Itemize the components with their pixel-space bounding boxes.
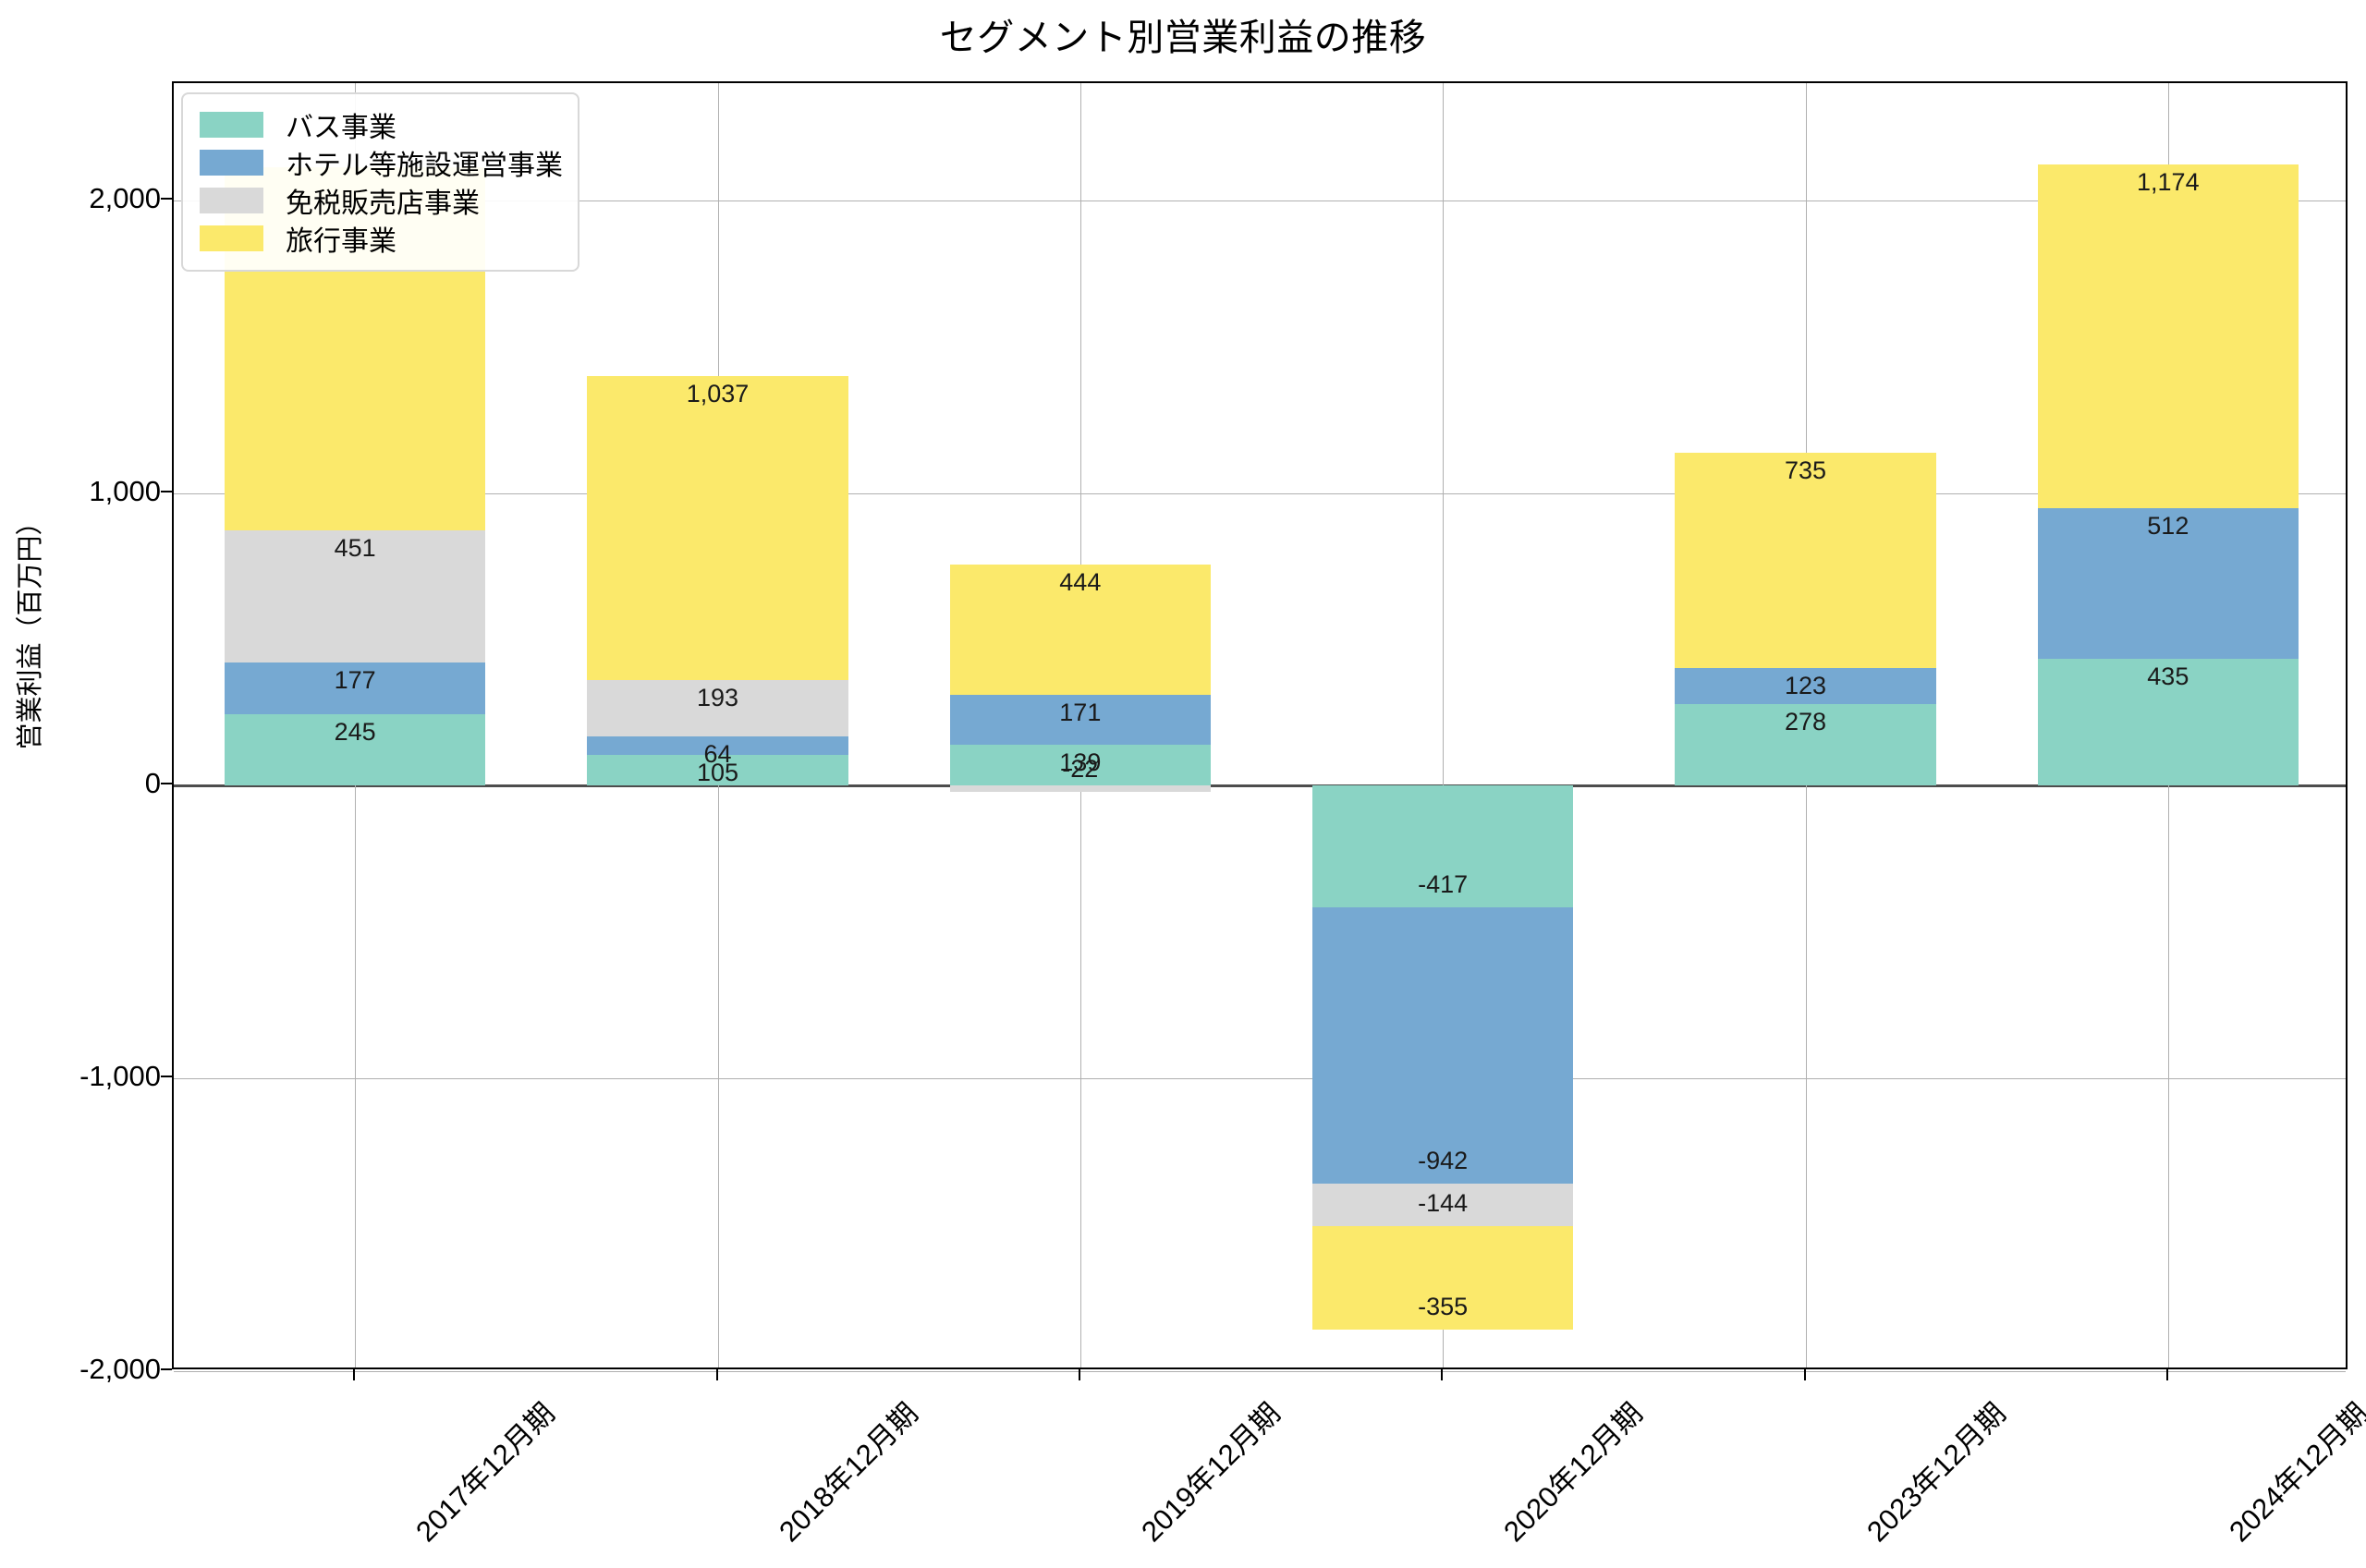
- zero-baseline: [174, 784, 2346, 788]
- legend-item[interactable]: 免税販売店事業: [200, 181, 565, 219]
- bar-segment[interactable]: [587, 376, 848, 680]
- bar-segment[interactable]: [587, 679, 848, 736]
- x-tick-mark: [353, 1369, 356, 1380]
- y-tick-label: 1,000: [89, 474, 161, 507]
- bar-segment[interactable]: [224, 662, 486, 714]
- plot-area: 245 177 451 105 64 193 1,037 139 171 -22 444 -417 -9…: [172, 81, 2348, 1372]
- bar-group[interactable]: 139 171 -22 444: [949, 83, 1212, 1367]
- bar-segment[interactable]: [1675, 668, 1936, 705]
- legend-item[interactable]: 旅行事業: [200, 219, 565, 257]
- bar-segment[interactable]: [1675, 453, 1936, 669]
- bar-group[interactable]: 435 512 1,174: [2037, 83, 2299, 1367]
- bar-segment[interactable]: [949, 745, 1212, 786]
- bar-segment[interactable]: [1311, 907, 1574, 1184]
- bar-segment[interactable]: [587, 735, 848, 756]
- legend-swatch: [200, 149, 263, 176]
- bar-segment[interactable]: [949, 785, 1212, 793]
- legend-swatch: [200, 225, 263, 251]
- x-tick-label: 2024年12月期: [2223, 1396, 2366, 1549]
- x-tick-label: 2020年12月期: [1497, 1396, 1650, 1549]
- x-tick-label: 2023年12月期: [1860, 1396, 2012, 1549]
- chart-legend: バス事業ホテル等施設運営事業 免税販売店事業 旅行事業: [181, 92, 579, 272]
- legend-item[interactable]: バス事業: [200, 105, 565, 143]
- bar-segment[interactable]: [1311, 785, 1574, 908]
- bar-segment[interactable]: [224, 713, 486, 786]
- y-tick-mark: [161, 1076, 172, 1078]
- y-tick-label: -1,000: [79, 1060, 161, 1093]
- y-tick-label: -2,000: [79, 1353, 161, 1385]
- legend-label: 免税販売店事業: [286, 188, 480, 219]
- bar-segment[interactable]: [224, 529, 486, 662]
- bar-segment[interactable]: [2037, 508, 2299, 659]
- bar-group[interactable]: 278 123 735: [1675, 83, 1936, 1367]
- y-tick-mark: [161, 783, 172, 785]
- bar-segment[interactable]: [2037, 658, 2299, 786]
- gridline-horizontal: [174, 1078, 2346, 1080]
- y-tick-label: 0: [144, 767, 161, 800]
- legend-item[interactable]: ホテル等施設運営事業: [200, 143, 565, 181]
- y-tick-mark: [161, 490, 172, 492]
- bar-group[interactable]: 105 64 193 1,037: [587, 83, 848, 1367]
- x-tick-mark: [715, 1369, 718, 1380]
- bar-group[interactable]: 245 177 451: [224, 83, 486, 1367]
- gridline-horizontal: [174, 1371, 2346, 1372]
- bar-segment[interactable]: [1311, 1183, 1574, 1226]
- legend-label: ホテル等施設運営事業: [286, 150, 563, 181]
- legend-label: 旅行事業: [286, 225, 396, 257]
- gridline-vertical: [1443, 83, 1445, 1367]
- legend-label: バス事業: [286, 112, 396, 143]
- x-tick-label: 2019年12月期: [1135, 1396, 1287, 1549]
- y-tick-mark: [161, 197, 172, 200]
- x-tick-mark: [1803, 1369, 1806, 1380]
- legend-swatch: [200, 111, 263, 138]
- bar-segment[interactable]: [1311, 1225, 1574, 1330]
- legend-swatch: [200, 187, 263, 213]
- x-tick-label: 2017年12月期: [409, 1396, 562, 1549]
- bar-segment[interactable]: [2037, 164, 2299, 509]
- x-tick-label: 2018年12月期: [772, 1396, 924, 1549]
- y-axis-label: 営業利益（百万円）: [16, 508, 45, 750]
- x-tick-mark: [2165, 1369, 2168, 1380]
- x-tick-mark: [1441, 1369, 1444, 1380]
- bar-segment[interactable]: [587, 755, 848, 786]
- bar-segment[interactable]: [949, 695, 1212, 746]
- gridline-horizontal: [174, 492, 2346, 494]
- bar-group[interactable]: -417 -942 -144 -355: [1311, 83, 1574, 1367]
- chart-title: セグメント別営業利益の推移: [939, 18, 1427, 58]
- y-tick-mark: [161, 1368, 172, 1370]
- bar-segment[interactable]: [1675, 704, 1936, 786]
- x-tick-mark: [1078, 1369, 1080, 1380]
- bar-segment[interactable]: [949, 565, 1212, 696]
- y-tick-label: 2,000: [89, 181, 161, 214]
